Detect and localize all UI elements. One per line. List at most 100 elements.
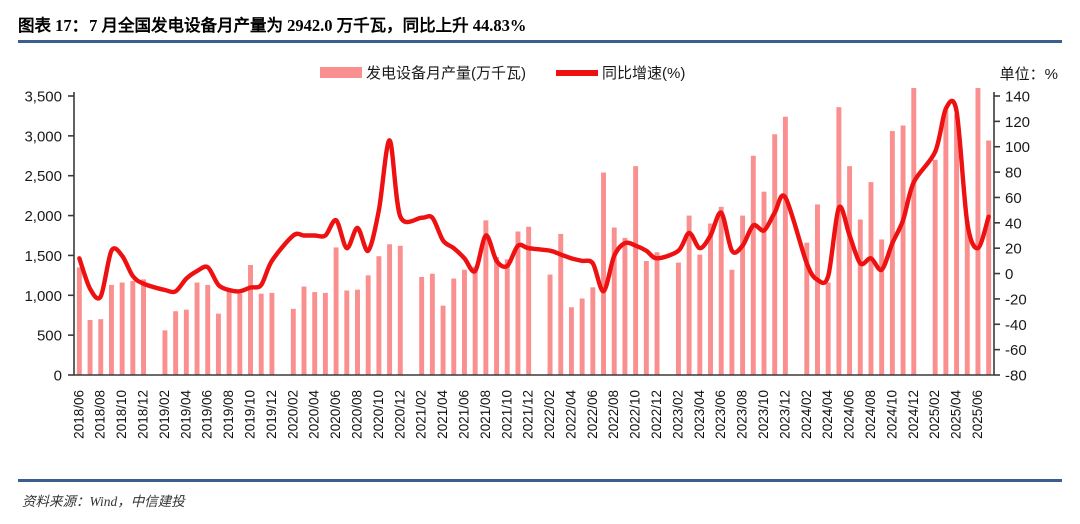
bar-2024-02 — [804, 242, 810, 375]
figure-title-text: 7 月全国发电设备月产量为 2942.0 万千瓦，同比上升 44.83% — [89, 16, 527, 35]
bar-2024-09 — [879, 239, 885, 375]
bar-2024-10 — [889, 131, 895, 375]
bar-2021-04 — [440, 305, 446, 375]
bar-2022-12 — [654, 252, 660, 375]
x-tick-label: 2022/10 — [628, 390, 643, 439]
x-tick-label: 2023/06 — [713, 390, 728, 439]
x-tick-label: 2025/04 — [949, 390, 964, 439]
axis-lines — [73, 92, 995, 376]
bar-2019-10 — [248, 264, 253, 375]
x-tick-label: 2018/08 — [93, 390, 108, 439]
bar-2019-05 — [194, 282, 200, 375]
bar-2022-03 — [558, 233, 564, 375]
bar-2024-12 — [911, 88, 917, 375]
bar-2019-06 — [205, 284, 211, 375]
bar-2018-10 — [119, 282, 125, 375]
bar-2024-11 — [900, 125, 906, 375]
x-tick-label: 2019/02 — [157, 390, 172, 439]
bar-2025-07 — [986, 140, 992, 375]
bar-2022-06 — [590, 287, 596, 375]
title-divider — [18, 40, 1062, 43]
bar-series — [76, 88, 992, 376]
legend-line-swatch-icon — [556, 69, 598, 76]
x-tick-label: 2022/12 — [649, 390, 664, 439]
bar-2023-04 — [697, 254, 703, 375]
bar-2022-09 — [622, 237, 628, 375]
x-tick-label: 2019/06 — [200, 390, 215, 439]
x-tick-label: 2021/02 — [414, 390, 429, 439]
x-tick-label: 2019/04 — [178, 390, 193, 439]
bar-2020-08 — [355, 289, 360, 375]
bar-2022-04 — [568, 307, 574, 375]
y-left-tick-label: 2,500 — [24, 168, 62, 185]
x-tick-label: 2023/08 — [735, 390, 750, 439]
y-left-tick-label: 500 — [37, 328, 62, 345]
bar-2018-06 — [76, 267, 82, 375]
x-tick-label: 2020/10 — [371, 390, 386, 439]
bar-2019-03 — [173, 311, 179, 375]
bar-2022-07 — [601, 172, 606, 375]
x-tick-label: 2021/10 — [499, 390, 514, 439]
x-tick-label: 2024/08 — [863, 390, 878, 439]
x-tick-label: 2019/10 — [243, 390, 258, 439]
bar-2025-06 — [975, 88, 981, 375]
x-axis-labels: 2018/06 2018/08 2018/10 2018/12 2019/02 2019/… — [71, 390, 985, 439]
x-tick-label: 2023/04 — [692, 390, 707, 439]
bar-2023-11 — [772, 134, 778, 375]
bar-2023-05 — [708, 223, 713, 375]
y-right-tick-label: 120 — [1005, 114, 1030, 131]
x-tick-label: 2021/06 — [456, 390, 471, 439]
bar-2025-04 — [954, 114, 960, 375]
bar-2020-09 — [365, 275, 371, 375]
bar-2020-03 — [301, 286, 307, 375]
bar-2019-12 — [269, 292, 275, 375]
y-axis-right-ticks: -80 -60 -40 -20 0 20 40 60 80 100 120 140 — [994, 89, 1030, 385]
bar-2023-06 — [718, 206, 724, 375]
bar-2021-09 — [494, 257, 500, 375]
bar-2020-10 — [376, 256, 382, 375]
footer-divider — [18, 479, 1062, 482]
bar-2018-11 — [130, 280, 136, 375]
bar-2021-03 — [429, 273, 435, 375]
x-tick-label: 2021/12 — [521, 390, 536, 439]
bar-2021-07 — [472, 266, 478, 375]
x-tick-label: 2021/08 — [478, 390, 493, 439]
y-left-tick-label: 3,500 — [24, 89, 62, 106]
bar-2023-07 — [729, 269, 735, 375]
chart-svg: 0 500 1,000 1,500 2,000 2,500 3,000 3,500 -80 -6… — [24, 88, 1030, 385]
bar-2020-05 — [322, 292, 328, 375]
bar-2020-07 — [344, 290, 350, 375]
bar-2024-07 — [857, 219, 863, 375]
bar-2018-12 — [141, 279, 146, 375]
bar-2025-02 — [932, 159, 938, 375]
y-left-tick-label: 1,500 — [24, 248, 62, 265]
bar-2021-10 — [504, 259, 510, 375]
y-left-tick-label: 2,000 — [24, 208, 62, 225]
bar-2021-08 — [483, 220, 489, 375]
y-right-tick-label: -20 — [1005, 291, 1027, 308]
legend-line-label: 同比增速(%) — [602, 65, 686, 82]
x-tick-label: 2023/12 — [777, 390, 792, 439]
x-tick-label: 2022/02 — [542, 390, 557, 439]
x-tick-label: 2018/10 — [114, 390, 129, 439]
chart-area: 0 500 1,000 1,500 2,000 2,500 3,000 3,500 -80 -6… — [0, 88, 1080, 388]
legend-item-bar[interactable]: 发电设备月产量(万千瓦) — [320, 62, 526, 83]
x-tick-label: 2020/12 — [392, 390, 407, 439]
y-left-tick-label: 3,000 — [24, 128, 62, 145]
bar-2021-02 — [419, 276, 425, 375]
source-note: 资料来源：Wind，中信建投 — [22, 494, 185, 509]
bar-2022-02 — [547, 274, 553, 375]
bar-2021-06 — [462, 269, 467, 375]
bar-2024-03 — [815, 204, 820, 375]
bar-2022-08 — [611, 227, 617, 375]
bar-2022-05 — [579, 298, 585, 375]
bar-2023-09 — [750, 155, 756, 375]
bar-2025-05 — [964, 221, 970, 375]
legend-item-line[interactable]: 同比增速(%) — [556, 62, 685, 83]
x-tick-label: 2019/08 — [221, 390, 236, 439]
x-tick-label: 2025/06 — [970, 390, 985, 439]
x-tick-label: 2022/08 — [606, 390, 621, 439]
y-left-tick-label: 1,000 — [24, 288, 62, 305]
y-right-tick-label: 80 — [1005, 165, 1022, 182]
x-tick-label: 2024/06 — [842, 390, 857, 439]
